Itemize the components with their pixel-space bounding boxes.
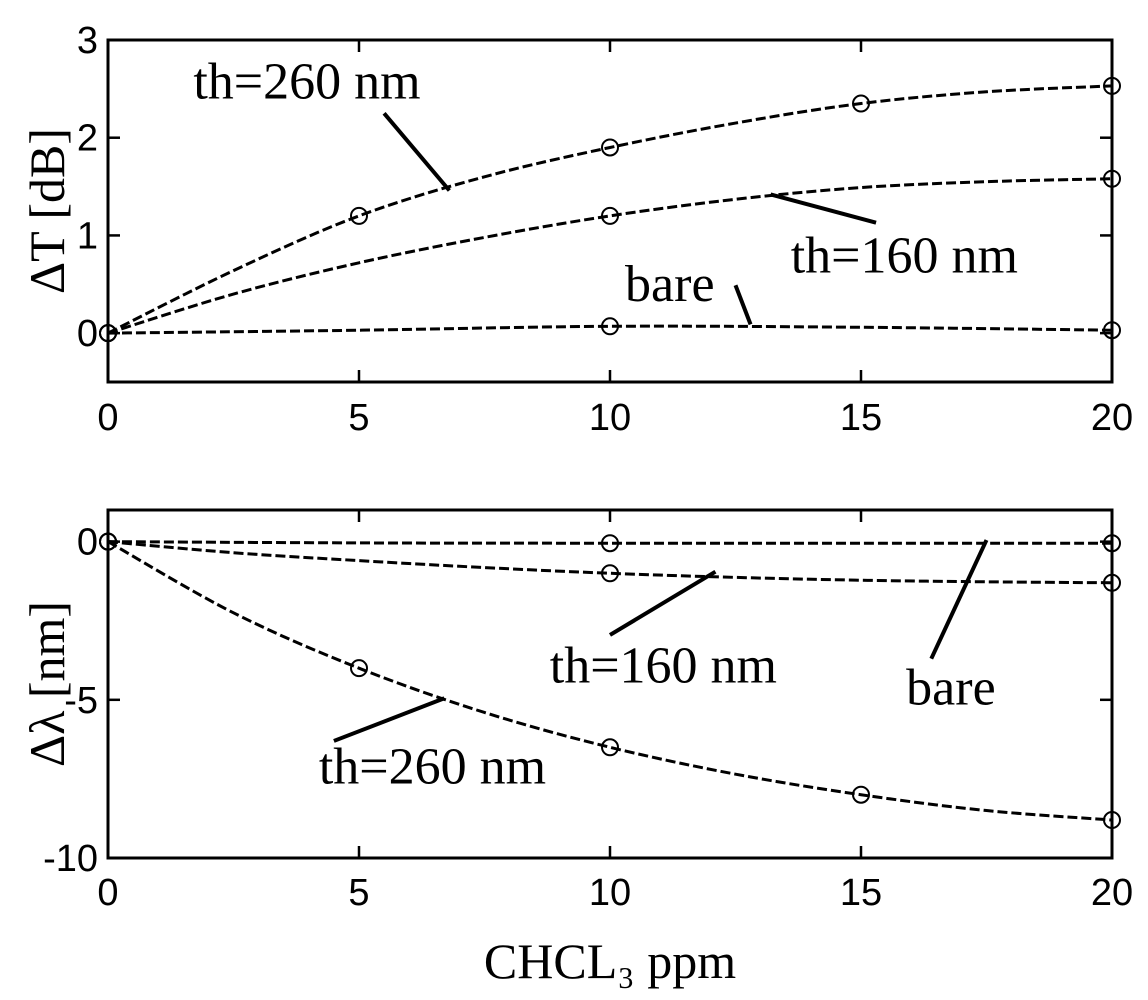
series-1-line: [107, 177, 1113, 335]
series-0-point: [852, 94, 870, 113]
series-0-point: [601, 534, 619, 553]
y-tick-label: 3: [77, 20, 98, 62]
series-0-line: [107, 540, 1112, 545]
series-1-point: [601, 206, 619, 225]
y-axis-label: ΔT [dB]: [19, 128, 75, 294]
annotation-leader-line: [770, 192, 877, 225]
series-0-point: [1103, 534, 1121, 553]
annotation-label: th=160 nm: [550, 637, 777, 694]
series-2-point: [601, 738, 619, 757]
series-2-point: [1103, 321, 1121, 340]
annotation-label: bare: [906, 660, 995, 717]
annotation-leader-line: [608, 569, 717, 637]
bottom-plot-delta-lambda: 0 5 10 15 20 0 -5 -10 Δλ [nm] CHCL₃ ppm th=160 nm b…: [19, 508, 1133, 989]
x-tick-label: 5: [348, 397, 369, 439]
y-tick-label: 0: [77, 313, 98, 355]
series-1-point: [1103, 573, 1121, 592]
annotation-leader-line: [333, 696, 446, 743]
x-tick-label: 10: [589, 872, 631, 914]
x-tick-label: 10: [589, 397, 631, 439]
annotation-leader-line: [382, 111, 451, 192]
annotation-label: th=260 nm: [193, 54, 420, 111]
series-0-point: [350, 206, 368, 225]
y-tick-label: -10: [43, 838, 98, 880]
series-2-point: [99, 532, 117, 551]
x-tick-label: 20: [1091, 872, 1133, 914]
series-2-line: [107, 324, 1113, 335]
x-tick-label: 0: [97, 397, 118, 439]
x-tick-label: 20: [1091, 397, 1133, 439]
x-tick-label: 15: [840, 397, 882, 439]
series-1-line: [107, 540, 1113, 585]
series-1-point: [601, 564, 619, 583]
y-tick-label: 2: [77, 118, 98, 160]
y-tick-label: 1: [77, 215, 98, 257]
series-2-point: [852, 785, 870, 804]
annotation-label: th=160 nm: [791, 228, 1018, 285]
x-axis-label: CHCL₃ ppm: [484, 933, 736, 989]
series-0-point: [1103, 76, 1121, 95]
annotation-leader-line: [733, 284, 753, 326]
y-tick-label: -5: [64, 680, 98, 722]
y-axis-label: Δλ [nm]: [19, 601, 75, 767]
series-2-point: [601, 317, 619, 336]
x-tick-label: 5: [348, 872, 369, 914]
x-tick-label: 15: [840, 872, 882, 914]
series-2-point: [99, 324, 117, 343]
series-0-line: [107, 84, 1113, 335]
annotation-leader-line: [929, 539, 989, 660]
series-0-point: [601, 138, 619, 157]
series-2-line: [107, 540, 1113, 822]
top-plot-delta-t: 0 5 10 15 20 0 1 2 3 ΔT [dB] th=260 nm th=160 nm bar…: [19, 20, 1133, 439]
series-2-point: [350, 659, 368, 678]
annotation-label: bare: [625, 256, 714, 313]
y-tick-label: 0: [77, 522, 98, 564]
series-1-point: [1103, 169, 1121, 188]
series-2-point: [1103, 811, 1121, 830]
annotation-label: th=260 nm: [319, 739, 546, 796]
x-tick-label: 0: [97, 872, 118, 914]
